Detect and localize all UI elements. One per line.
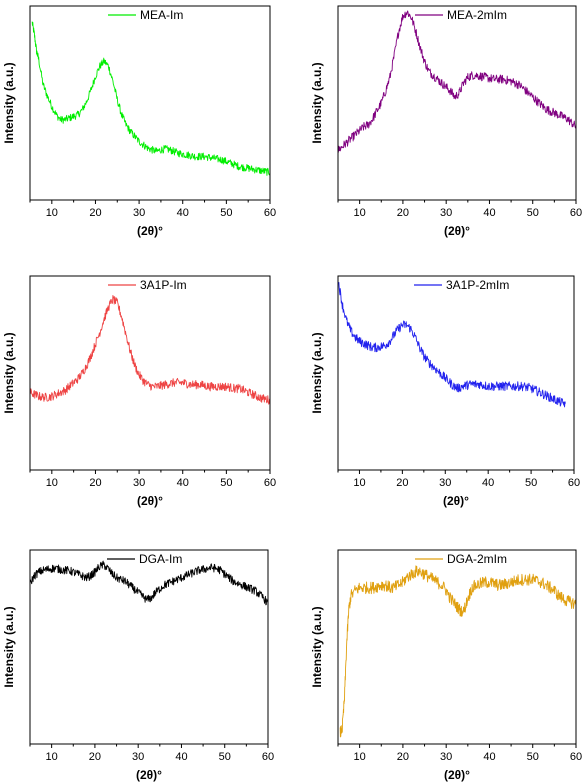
series-line-1 [29, 560, 269, 606]
x-tick-label: 10 [46, 207, 58, 219]
x-tick-label: 40 [177, 207, 189, 219]
legend-label: MEA-Im [140, 8, 183, 22]
x-axis-label: (2θ)° [137, 224, 163, 238]
y-axis-label: Intensity (a.u.) [310, 606, 324, 687]
y-axis-label: Intensity (a.u.) [310, 62, 324, 143]
x-tick-label: 30 [133, 477, 145, 489]
series-line-1 [337, 10, 577, 154]
x-tick-label: 50 [527, 207, 539, 219]
x-axis-label: (2θ)° [136, 768, 162, 782]
x-tick-label: 40 [483, 751, 495, 763]
x-tick-label: 10 [353, 477, 365, 489]
legend-label: 3A1P-2mIm [446, 278, 509, 292]
legend-label: MEA-2mIm [447, 8, 507, 22]
x-tick-label: 10 [354, 751, 366, 763]
x-tick-label: 30 [440, 751, 452, 763]
x-tick-label: 60 [264, 207, 276, 219]
panel-4: 3A1P-2mIm 10 20 30 40 50 60 (2θ)° Intensity (a.u… [310, 275, 580, 508]
legend-label: DGA-2mIm [447, 552, 507, 566]
x-tick-label: 30 [440, 207, 452, 219]
x-tick-label: 60 [264, 477, 276, 489]
x-tick-label: 60 [570, 207, 582, 219]
x-tick-label: 50 [527, 751, 539, 763]
x-tick-label: 30 [132, 751, 144, 763]
x-tick-label: 50 [220, 477, 232, 489]
x-axis-label: (2θ)° [444, 224, 470, 238]
legend-label: 3A1P-Im [140, 278, 187, 292]
x-tick-label: 10 [354, 207, 366, 219]
x-tick-label: 40 [175, 751, 187, 763]
plot-frame [29, 5, 271, 201]
plot-frame [29, 549, 269, 745]
panel-5: DGA-Im 10 20 30 40 50 60 (2θ)° Intensity (a.u.) [2, 549, 274, 782]
panel-3: 3A1P-Im 10 20 30 40 50 60 (2θ)° Intensity (a.u.) [2, 275, 276, 508]
series-line-1 [31, 21, 271, 176]
x-tick-label: 50 [525, 477, 537, 489]
x-tick-label: 40 [482, 477, 494, 489]
x-axis-label: (2θ)° [137, 494, 163, 508]
x-tick-label: 20 [89, 207, 101, 219]
panel-1: MEA-Im 10 20 30 40 50 60 (2θ)° Intensity (a.u.) [2, 5, 276, 238]
x-tick-label: 20 [397, 751, 409, 763]
x-tick-label: 20 [397, 207, 409, 219]
x-tick-label: 20 [396, 477, 408, 489]
x-tick-label: 20 [89, 477, 101, 489]
x-axis-label: (2θ)° [443, 494, 469, 508]
panel-6: DGA-2mIm 10 20 30 40 50 60 (2θ)° Intensity (a.u.… [310, 549, 582, 782]
x-axis-label: (2θ)° [444, 768, 470, 782]
x-tick-label: 60 [568, 477, 580, 489]
x-tick-label: 60 [262, 751, 274, 763]
y-axis-label: Intensity (a.u.) [2, 606, 16, 687]
x-tick-label: 50 [220, 207, 232, 219]
x-tick-label: 50 [219, 751, 231, 763]
series-line-1 [29, 295, 271, 405]
series-line-1 [338, 282, 566, 408]
x-tick-label: 40 [483, 207, 495, 219]
y-axis-label: Intensity (a.u.) [310, 332, 324, 413]
plot-frame [337, 275, 575, 471]
x-tick-label: 10 [46, 477, 58, 489]
series-line-1 [339, 565, 577, 738]
x-tick-label: 30 [133, 207, 145, 219]
x-tick-label: 30 [439, 477, 451, 489]
y-axis-label: Intensity (a.u.) [2, 332, 16, 413]
plot-frame [29, 275, 271, 471]
x-tick-label: 10 [46, 751, 58, 763]
x-tick-label: 40 [177, 477, 189, 489]
y-axis-label: Intensity (a.u.) [2, 62, 16, 143]
legend-label: DGA-Im [139, 552, 182, 566]
plot-frame [337, 549, 577, 745]
panel-2: MEA-2mIm 10 20 30 40 50 60 (2θ)° Intensity (a.u.… [310, 5, 582, 238]
x-tick-label: 60 [570, 751, 582, 763]
x-tick-label: 20 [89, 751, 101, 763]
plot-frame [337, 5, 577, 201]
